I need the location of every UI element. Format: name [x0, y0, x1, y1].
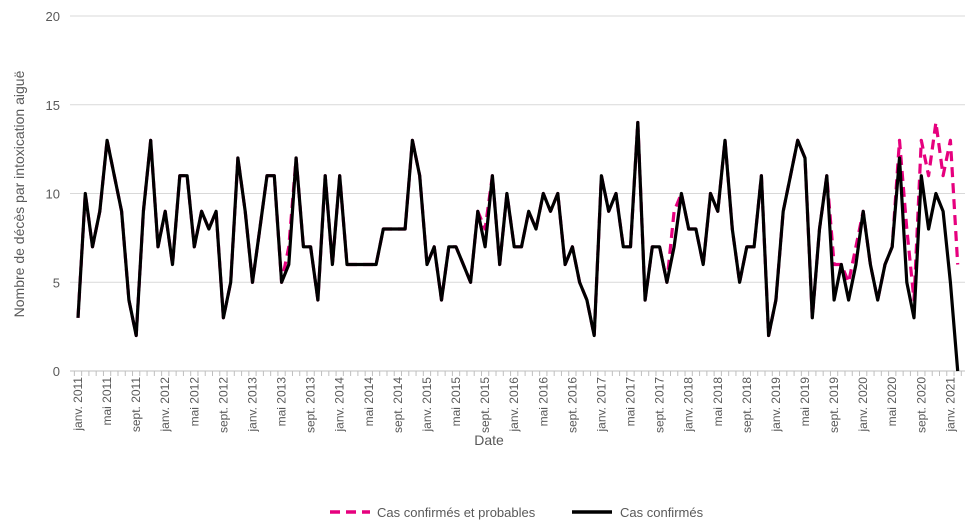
y-tick-label: 20 [46, 9, 60, 24]
x-tick-labels: janv. 2011 mai 2011 sept. 2011 janv. 2012 ma… [71, 377, 957, 433]
x-tick-label: sept. 2020 [914, 377, 928, 433]
x-tick-label: janv. 2019 [769, 377, 783, 433]
gridlines [70, 15, 965, 376]
x-tick-label: sept. 2016 [565, 377, 579, 433]
x-tick-label: janv. 2021 [943, 377, 957, 433]
x-tick-label: mai 2014 [362, 377, 376, 427]
x-tick-label: sept. 2013 [304, 377, 318, 433]
x-tick-label: sept. 2017 [653, 377, 667, 433]
x-tick-label: sept. 2018 [740, 377, 754, 433]
x-tick-label: mai 2015 [449, 377, 463, 427]
x-tick-label: janv. 2011 [71, 377, 85, 432]
x-tick-label: janv. 2017 [594, 377, 608, 433]
x-tick-label: sept. 2012 [216, 377, 230, 433]
x-tick-label: janv. 2018 [682, 377, 696, 433]
x-tick-label: mai 2011 [100, 377, 114, 426]
y-axis-label: Nombre de décès par intoxication aiguë [11, 70, 27, 317]
x-tick-label: janv. 2015 [420, 377, 434, 433]
x-tick-label: janv. 2020 [856, 377, 870, 433]
y-tick-labels: 0 5 10 15 20 [46, 9, 60, 379]
x-tick-label: mai 2017 [624, 377, 638, 427]
x-tick-label: mai 2020 [885, 377, 899, 427]
x-tick-label: sept. 2019 [827, 377, 841, 433]
x-tick-label: mai 2018 [711, 377, 725, 427]
y-tick-label: 5 [53, 275, 60, 290]
x-tick-label: janv. 2014 [333, 377, 347, 433]
x-axis-label: Date [474, 432, 504, 448]
x-tick-label: mai 2019 [798, 377, 812, 427]
x-tick-label: janv. 2016 [507, 377, 521, 433]
legend: Cas confirmés et probables Cas confirmés [330, 505, 704, 520]
legend-label-confirmed-probable: Cas confirmés et probables [377, 505, 536, 520]
y-tick-label: 10 [46, 187, 60, 202]
x-tick-label: janv. 2013 [245, 377, 259, 433]
x-tick-label: sept. 2011 [129, 377, 143, 432]
series-line-confirmed [76, 120, 960, 372]
x-tick-label: sept. 2014 [391, 377, 405, 433]
y-tick-label: 15 [46, 98, 60, 113]
legend-label-confirmed: Cas confirmés [620, 505, 704, 520]
y-tick-label: 0 [53, 364, 60, 379]
x-tick-label: janv. 2012 [158, 377, 172, 433]
series-lines [76, 120, 960, 372]
x-tick-label: mai 2012 [187, 377, 201, 427]
x-tick-label: mai 2016 [536, 377, 550, 427]
x-tick-label: sept. 2015 [478, 377, 492, 433]
x-tick-label: mai 2013 [275, 377, 289, 427]
